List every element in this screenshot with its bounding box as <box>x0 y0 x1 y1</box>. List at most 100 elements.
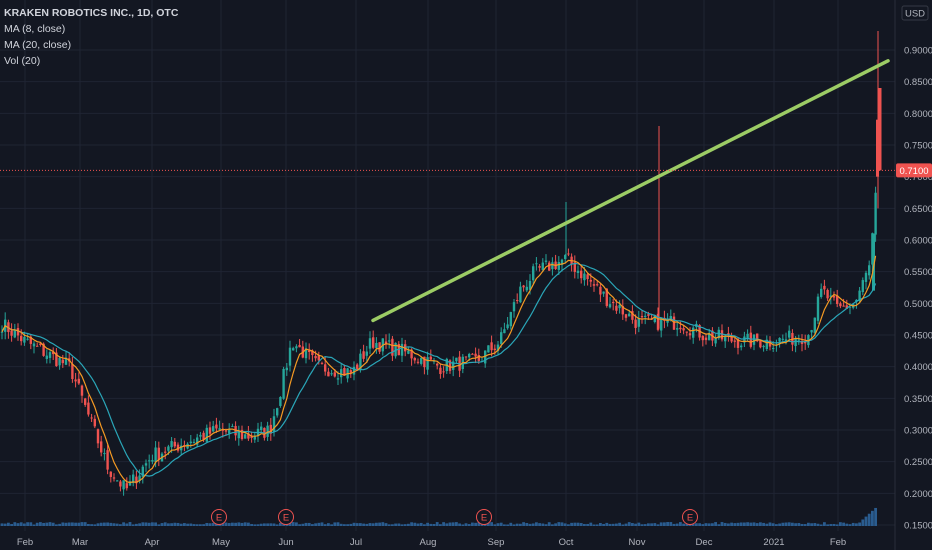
currency-label[interactable]: USD <box>901 5 929 21</box>
volume-bar <box>739 522 743 526</box>
volume-bar <box>112 523 116 526</box>
trendline[interactable] <box>371 59 890 323</box>
volume-bar <box>138 523 141 526</box>
volume-bar <box>691 523 695 526</box>
candle-body <box>151 460 154 462</box>
volume-bar <box>493 524 497 526</box>
candle-body <box>628 313 631 317</box>
candle-body <box>205 427 208 442</box>
volume-bar <box>727 523 730 526</box>
candle-body <box>228 429 231 434</box>
candle-body <box>564 255 567 259</box>
volume-bar <box>826 524 829 526</box>
volume-bar <box>256 524 260 526</box>
candle-body <box>423 356 426 368</box>
candle-body <box>231 426 234 428</box>
candle-body <box>45 355 48 359</box>
earnings-marker[interactable] <box>211 509 227 525</box>
x-tick-label: Jul <box>350 537 362 548</box>
volume-bar <box>589 522 593 526</box>
candle-body <box>493 348 496 351</box>
candle-body <box>605 288 608 306</box>
candle-body <box>100 441 103 453</box>
volume-bar <box>855 523 858 526</box>
candle-body <box>266 425 269 437</box>
volume-bar <box>221 522 225 526</box>
volume-bar <box>199 524 202 526</box>
earnings-marker[interactable] <box>476 509 492 525</box>
candle-body <box>538 266 541 268</box>
volume-bar <box>653 523 657 526</box>
y-tick-label: 0.7000 <box>904 172 932 183</box>
y-tick-label: 0.2500 <box>904 457 932 468</box>
candle-body <box>768 340 772 347</box>
volume-bar <box>253 524 257 526</box>
volume-legend[interactable]: Vol (20) <box>4 55 41 67</box>
volume-bar <box>301 523 305 526</box>
candle-body <box>772 348 775 350</box>
candle-body <box>260 426 263 431</box>
volume-bar <box>80 522 84 526</box>
candle-body <box>429 356 432 360</box>
volume-bar <box>445 523 449 526</box>
candle-body <box>656 313 660 330</box>
volume-bar <box>311 524 314 526</box>
candle-body <box>164 451 167 453</box>
candle-body <box>180 445 183 451</box>
candle-body <box>589 279 592 282</box>
volume-bar <box>567 524 570 526</box>
volume-bar <box>733 523 737 526</box>
candle-body <box>832 295 836 298</box>
volume-bar <box>266 523 269 526</box>
volume-bar <box>704 523 708 526</box>
volume-bar <box>179 523 183 526</box>
volume-bar <box>675 523 679 526</box>
volume-bar <box>64 522 68 526</box>
volume-bar <box>119 524 122 526</box>
symbol-title[interactable]: KRAKEN ROBOTICS INC., 1D, OTC <box>4 5 178 21</box>
candle-body <box>144 463 148 466</box>
ma20-legend[interactable]: MA (20, close) <box>4 39 72 51</box>
volume-bar <box>394 523 397 526</box>
volume-bar <box>608 523 612 526</box>
price-axis[interactable]: 0.9000 0.8500 0.8000 0.7500 0.7000 0.6500 0.60… <box>904 46 932 532</box>
volume-bar <box>42 522 45 526</box>
candle-body <box>90 417 93 419</box>
volume-bar <box>547 522 551 526</box>
volume-bar <box>170 523 173 526</box>
volume-bar <box>423 524 426 526</box>
candle-body <box>477 355 480 361</box>
volume-bar <box>275 524 279 526</box>
y-tick-label: 0.3000 <box>904 426 932 437</box>
candle-body <box>125 483 128 489</box>
volume-bar <box>656 524 660 526</box>
volume-bar <box>682 523 685 526</box>
candle-body <box>391 338 394 356</box>
time-axis[interactable]: Feb Mar Apr May Jun Jul Aug Sep Oct Nov Dec 2021 Feb <box>17 537 846 548</box>
candle-body <box>71 363 74 380</box>
volume-bar <box>387 524 391 526</box>
candle-body <box>452 361 455 370</box>
volume-bar <box>58 523 61 526</box>
earnings-marker[interactable] <box>278 509 294 525</box>
volume-bar <box>749 522 753 526</box>
volume-bar <box>352 522 356 526</box>
candle-body <box>359 353 362 370</box>
candle-body <box>416 361 420 363</box>
candle-body <box>378 342 381 352</box>
earnings-marker-label: E <box>481 513 487 524</box>
ma8-legend[interactable]: MA (8, close) <box>4 23 66 35</box>
volume-bar <box>560 522 564 526</box>
candle-body <box>816 296 820 321</box>
candle-body <box>810 330 813 333</box>
candle-body <box>688 333 692 336</box>
candle-body <box>148 460 151 462</box>
earnings-marker[interactable] <box>682 509 698 525</box>
volume-bar <box>461 524 465 526</box>
volume-bar <box>195 524 199 526</box>
candle-body <box>407 350 410 354</box>
volume-bar <box>640 524 644 526</box>
volume-bar <box>618 522 621 526</box>
volume-bar <box>467 524 471 526</box>
